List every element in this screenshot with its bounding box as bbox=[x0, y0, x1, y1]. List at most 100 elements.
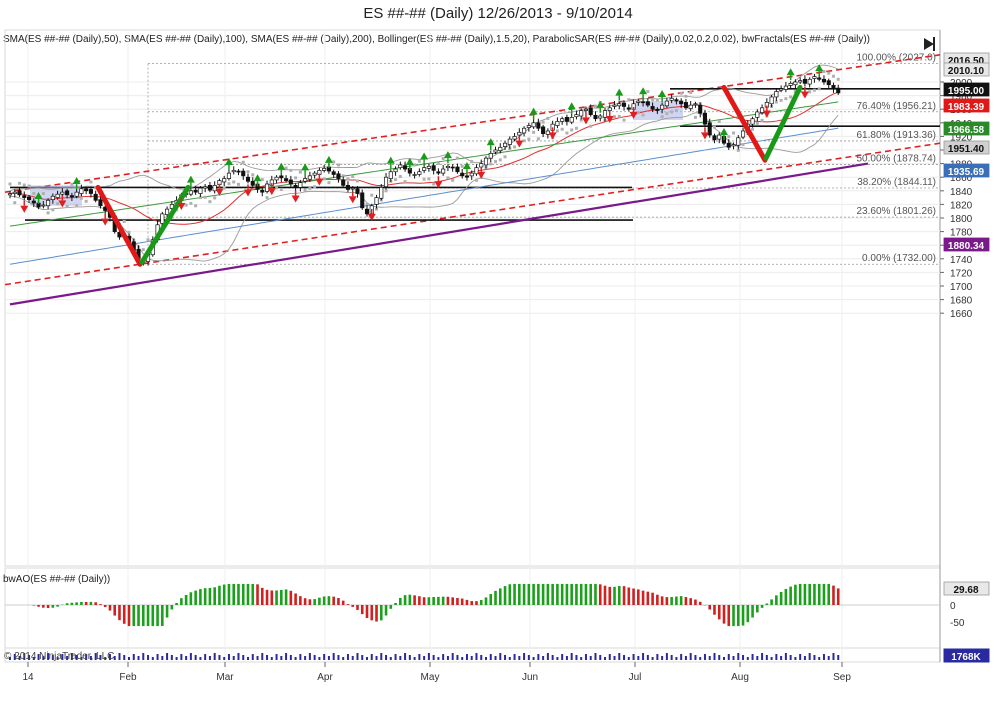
chart-title: ES ##-## (Daily) 12/26/2013 - 9/10/2014 bbox=[363, 5, 632, 22]
candle-up bbox=[750, 118, 755, 125]
candle-up bbox=[322, 168, 327, 171]
candle-down bbox=[831, 85, 836, 90]
y-tick-label: 1800 bbox=[950, 214, 973, 225]
panel-arrow-icon[interactable] bbox=[924, 37, 935, 51]
fractal-down-marker bbox=[244, 189, 252, 197]
sar-dot bbox=[65, 204, 69, 208]
fractal-up-marker bbox=[486, 138, 495, 146]
sar-dot bbox=[808, 90, 812, 94]
channel-upper bbox=[4, 54, 941, 193]
candle-up bbox=[522, 127, 527, 134]
sar-dot bbox=[341, 174, 345, 178]
volume-label: 1768K bbox=[951, 652, 981, 663]
candle-down bbox=[655, 108, 660, 111]
sar-dot bbox=[27, 184, 31, 188]
y-tick-label: 1980 bbox=[950, 92, 973, 103]
candle-down bbox=[207, 185, 212, 191]
fractal-up-marker bbox=[720, 128, 728, 136]
candle-up bbox=[579, 110, 584, 117]
sar-dot bbox=[313, 185, 317, 189]
sar-dot bbox=[432, 182, 436, 186]
price-label: 1983.39 bbox=[948, 102, 985, 113]
candle-down bbox=[360, 192, 365, 209]
fractal-down-marker bbox=[291, 195, 300, 203]
sar-dot bbox=[522, 139, 526, 143]
fractal-up-marker bbox=[658, 89, 667, 97]
candle-up bbox=[41, 204, 46, 207]
sar-dot bbox=[332, 160, 336, 164]
fractal-down-marker bbox=[348, 196, 357, 204]
fractal-up-marker bbox=[186, 175, 195, 183]
sar-dot bbox=[593, 104, 597, 108]
fractal-down-marker bbox=[548, 132, 557, 140]
candle-up bbox=[526, 125, 531, 128]
sar-dot bbox=[327, 181, 331, 185]
swing-arrows bbox=[95, 84, 803, 267]
candle-up bbox=[312, 172, 317, 176]
sar-dot bbox=[56, 202, 60, 206]
candle-down bbox=[403, 165, 408, 170]
candle-down bbox=[241, 170, 246, 177]
candle-up bbox=[483, 157, 489, 166]
sar-dot bbox=[22, 183, 26, 187]
candle-down bbox=[593, 114, 598, 120]
sar-dot bbox=[670, 110, 674, 114]
sar-dot bbox=[641, 113, 645, 117]
candle-down bbox=[88, 189, 93, 194]
candle-down bbox=[626, 107, 631, 110]
fractal-up-marker bbox=[815, 64, 824, 72]
sar-dot bbox=[75, 204, 79, 208]
sar-dot bbox=[122, 219, 126, 223]
candle-down bbox=[726, 142, 731, 148]
fractal-markers bbox=[20, 64, 824, 226]
fractal-down-marker bbox=[215, 188, 224, 196]
sar-dot bbox=[351, 175, 355, 179]
candle-down bbox=[588, 107, 593, 115]
candle-down bbox=[821, 78, 827, 83]
candle-down bbox=[817, 77, 822, 80]
fractal-up-marker bbox=[253, 174, 262, 182]
sar-dot bbox=[455, 156, 459, 160]
candle-up bbox=[517, 131, 522, 136]
fib-label: 100.00% (2027.0) bbox=[856, 53, 936, 64]
fractal-up-marker bbox=[462, 162, 471, 170]
sar-dot bbox=[46, 211, 50, 215]
sar-dot bbox=[684, 94, 688, 98]
sar-dot bbox=[303, 188, 307, 192]
sar-dot bbox=[822, 69, 826, 73]
price-label-box bbox=[943, 237, 990, 252]
sar-dot bbox=[8, 182, 12, 186]
fractal-down-marker bbox=[367, 213, 376, 221]
candle-down bbox=[679, 100, 684, 105]
candle-up bbox=[569, 117, 574, 123]
candle-down bbox=[455, 166, 460, 173]
candle-up bbox=[769, 96, 774, 105]
sar-dot bbox=[732, 131, 736, 135]
fractal-down-marker bbox=[477, 171, 486, 179]
sar-dot bbox=[18, 181, 22, 185]
candle-up bbox=[412, 174, 417, 176]
fractal-up-marker bbox=[529, 107, 538, 115]
sar-dot bbox=[574, 126, 578, 130]
fractal-up-marker bbox=[324, 155, 333, 163]
sar-dot bbox=[741, 143, 745, 147]
sar-dot bbox=[665, 112, 669, 116]
candle-up bbox=[203, 186, 208, 189]
sar-dot bbox=[146, 238, 150, 242]
candle-down bbox=[464, 175, 470, 178]
candle-up bbox=[422, 167, 427, 171]
candle-down bbox=[250, 180, 255, 186]
candle-up bbox=[79, 188, 84, 194]
volume-label-box bbox=[943, 648, 990, 663]
candle-down bbox=[336, 173, 341, 179]
candle-up bbox=[731, 144, 736, 147]
sar-dot bbox=[460, 164, 464, 168]
x-tick-label: Sep bbox=[833, 672, 851, 683]
candle-down bbox=[84, 188, 89, 192]
price-label: 1880.34 bbox=[948, 241, 985, 252]
price-label: 1935.69 bbox=[948, 167, 985, 178]
candle-up bbox=[231, 170, 236, 173]
candle-down bbox=[93, 193, 98, 201]
candle-up bbox=[488, 153, 493, 159]
